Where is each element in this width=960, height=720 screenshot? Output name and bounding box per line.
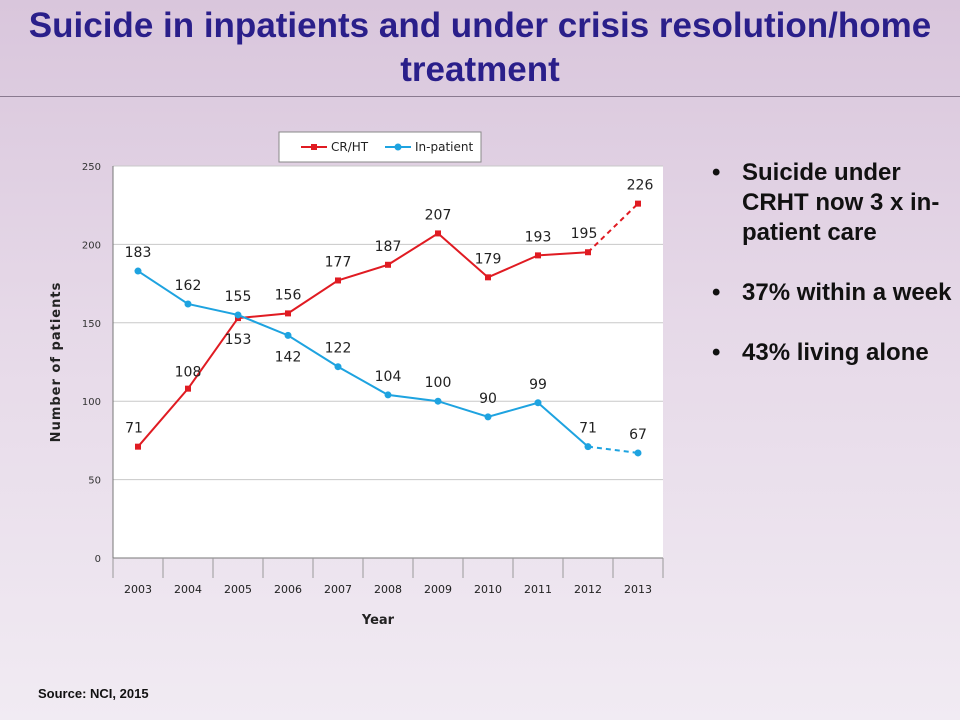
data-point <box>385 261 391 268</box>
data-point <box>635 200 641 207</box>
source-note: Source: NCI, 2015 <box>38 686 149 701</box>
legend-marker <box>311 144 317 150</box>
data-label: 183 <box>125 245 152 261</box>
data-point <box>234 311 242 319</box>
data-point <box>384 391 392 399</box>
data-label: 90 <box>479 391 497 407</box>
x-tick-label: 2013 <box>624 583 652 596</box>
bullet-dot-icon: • <box>712 159 721 186</box>
data-label: 156 <box>275 287 302 303</box>
data-label: 153 <box>225 332 252 348</box>
x-tick-label: 2008 <box>374 583 402 596</box>
data-label: 142 <box>275 349 302 365</box>
bullet-text: 37% within a week <box>742 279 952 306</box>
legend-marker <box>394 143 402 151</box>
title-divider <box>0 96 960 97</box>
x-axis-label: Year <box>361 613 395 628</box>
x-tick-label: 2010 <box>474 583 502 596</box>
data-point <box>134 267 142 275</box>
x-tick-label: 2011 <box>524 583 552 596</box>
bullet-item: • Suicide under CRHT now 3 x in-patient c… <box>712 158 952 248</box>
line-chart: 0 50 100 150 200 250 2003 2004 2005 2006 2007 2008 2… <box>49 131 664 628</box>
data-label: 226 <box>627 178 654 194</box>
data-point <box>435 230 441 237</box>
series-line <box>137 232 589 448</box>
series-line <box>137 270 589 448</box>
data-label: 155 <box>225 289 252 305</box>
data-point <box>135 443 141 450</box>
bullet-text: 43% living alone <box>742 339 929 366</box>
data-point <box>534 399 542 407</box>
data-point <box>334 363 342 371</box>
x-tick-label: 2005 <box>224 583 252 596</box>
legend-label: CR/HT <box>331 140 369 154</box>
data-point <box>184 300 192 308</box>
y-tick-label: 200 <box>82 240 101 251</box>
data-label: 99 <box>529 377 547 393</box>
data-point <box>434 397 442 405</box>
data-point <box>585 249 591 256</box>
x-tick-label: 2009 <box>424 583 452 596</box>
y-axis-label: Number of patients <box>49 282 64 443</box>
slide-title: Suicide in inpatients and under crisis r… <box>28 6 932 89</box>
series-projection-line <box>587 202 639 253</box>
data-label: 207 <box>425 207 452 223</box>
y-tick-label: 250 <box>82 162 101 173</box>
data-point <box>485 274 491 281</box>
x-tick-label: 2004 <box>174 583 202 596</box>
bullet-item: • 43% living alone <box>712 338 952 368</box>
data-point <box>335 277 341 284</box>
data-label: 179 <box>475 251 502 267</box>
data-point <box>484 413 492 421</box>
data-label: 162 <box>175 278 202 294</box>
bullet-item: • 37% within a week <box>712 278 952 308</box>
x-tick-label: 2012 <box>574 583 602 596</box>
data-label: 195 <box>571 226 598 242</box>
x-tick-label: 2007 <box>324 583 352 596</box>
data-label: 71 <box>579 421 597 437</box>
y-tick-label: 0 <box>95 554 101 565</box>
y-tick-label: 50 <box>88 476 101 487</box>
bullet-list: • Suicide under CRHT now 3 x in-patient c… <box>712 158 952 398</box>
data-label: 104 <box>375 369 402 385</box>
data-label: 177 <box>325 254 352 270</box>
bullet-dot-icon: • <box>712 279 721 306</box>
data-label: 122 <box>325 341 352 357</box>
data-point <box>584 443 592 451</box>
data-point <box>285 310 291 317</box>
data-label: 187 <box>375 239 402 255</box>
data-label: 71 <box>125 421 143 437</box>
data-label: 100 <box>425 375 452 391</box>
legend-label: In-patient <box>415 140 473 154</box>
y-tick-label: 100 <box>82 397 101 408</box>
data-label: 193 <box>525 229 552 245</box>
y-tick-label: 150 <box>82 319 101 330</box>
data-label: 67 <box>629 427 647 443</box>
bullet-text: Suicide under CRHT now 3 x in-patient ca… <box>742 159 940 246</box>
x-tick-label: 2006 <box>274 583 302 596</box>
plot-area <box>113 166 663 558</box>
data-point <box>284 331 292 339</box>
data-point <box>185 385 191 392</box>
bullet-dot-icon: • <box>712 339 721 366</box>
x-tick-label: 2003 <box>124 583 152 596</box>
data-label: 108 <box>175 365 202 381</box>
data-point <box>535 252 541 259</box>
data-point <box>634 449 642 457</box>
